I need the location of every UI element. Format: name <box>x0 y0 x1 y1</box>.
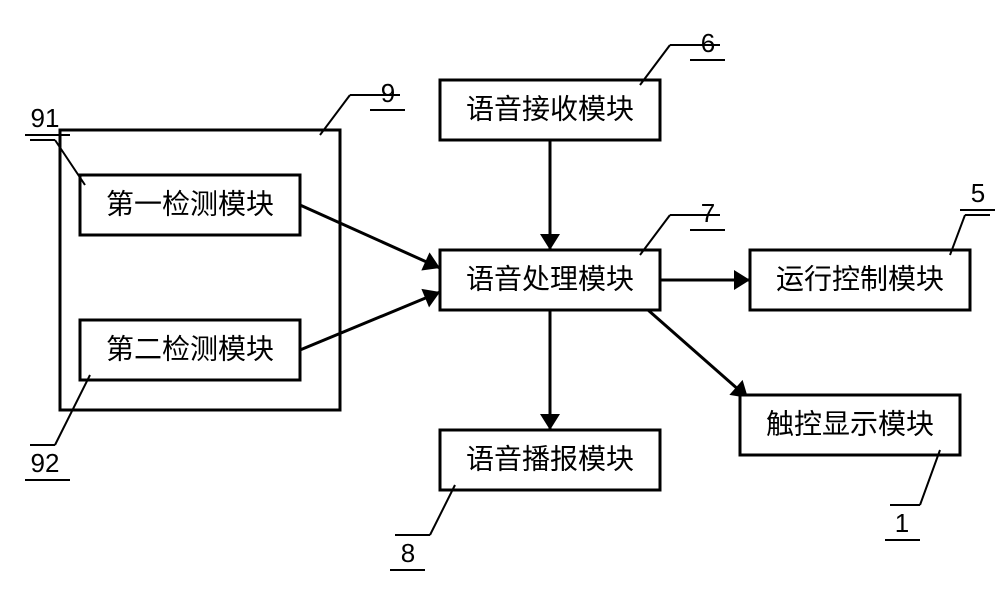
node-bcast-number: 8 <box>401 538 415 568</box>
node-det1-number: 91 <box>31 103 60 133</box>
node-recv-number: 6 <box>701 28 715 58</box>
node-proc-number: 7 <box>701 198 715 228</box>
node-recv-label: 语音接收模块 <box>466 93 634 125</box>
node-touch-label: 触控显示模块 <box>766 408 934 440</box>
node-det2-label: 第二检测模块 <box>106 333 274 365</box>
node-ctrl-label: 运行控制模块 <box>776 263 944 295</box>
node-touch-number: 1 <box>895 508 909 538</box>
node-proc-label: 语音处理模块 <box>466 263 634 295</box>
node-det2-number: 92 <box>31 448 60 478</box>
node-container-number: 9 <box>381 78 395 108</box>
node-bcast-label: 语音播报模块 <box>466 443 634 475</box>
node-det1-label: 第一检测模块 <box>106 188 274 220</box>
node-ctrl-number: 5 <box>971 178 985 208</box>
